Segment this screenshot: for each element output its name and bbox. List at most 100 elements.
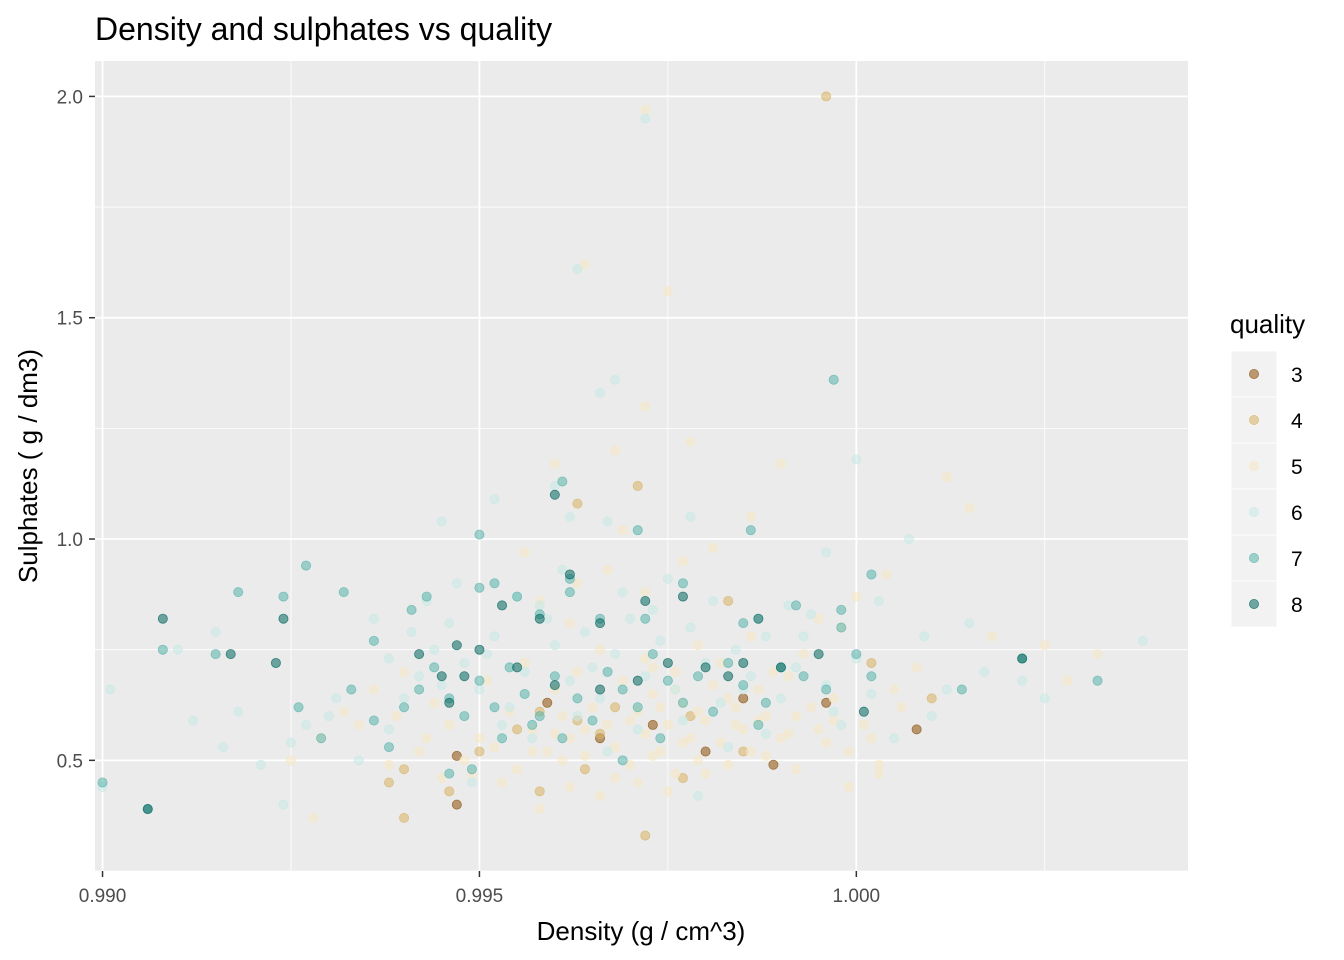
data-point-quality-5 xyxy=(851,591,862,602)
data-point-quality-5 xyxy=(549,728,560,739)
data-point-quality-5 xyxy=(579,259,590,270)
data-point-quality-5 xyxy=(534,804,545,815)
data-point-quality-8 xyxy=(595,618,606,629)
data-point-quality-8 xyxy=(549,680,560,691)
legend: quality 3 4 5 6 7 8 xyxy=(1230,309,1305,628)
data-point-quality-5 xyxy=(760,711,771,722)
data-point-quality-6 xyxy=(595,387,606,398)
data-point-quality-3 xyxy=(647,719,658,730)
data-point-quality-5 xyxy=(708,680,719,691)
data-point-quality-5 xyxy=(617,525,628,536)
data-point-quality-6 xyxy=(459,657,470,668)
data-point-quality-4 xyxy=(632,480,643,491)
data-point-quality-5 xyxy=(459,755,470,766)
data-point-quality-5 xyxy=(383,759,394,770)
data-point-quality-5 xyxy=(843,781,854,792)
legend-label: 4 xyxy=(1291,410,1303,433)
data-point-quality-7 xyxy=(474,529,485,540)
data-point-quality-5 xyxy=(610,445,621,456)
data-point-quality-5 xyxy=(655,746,666,757)
data-point-quality-6 xyxy=(640,113,651,124)
data-point-quality-7 xyxy=(617,755,628,766)
data-point-quality-5 xyxy=(783,728,794,739)
data-point-quality-7 xyxy=(210,649,221,660)
data-point-quality-5 xyxy=(821,737,832,748)
data-point-quality-8 xyxy=(632,675,643,686)
data-point-quality-4 xyxy=(512,724,523,735)
data-point-quality-4 xyxy=(866,657,877,668)
data-point-quality-6 xyxy=(828,706,839,717)
data-point-quality-6 xyxy=(926,711,937,722)
data-point-quality-8 xyxy=(858,706,869,717)
data-point-quality-3 xyxy=(738,693,749,704)
data-point-quality-8 xyxy=(595,684,606,695)
data-point-quality-7 xyxy=(798,671,809,682)
data-point-quality-5 xyxy=(806,702,817,713)
data-point-quality-8 xyxy=(225,649,236,660)
data-point-quality-6 xyxy=(730,644,741,655)
data-point-quality-8 xyxy=(534,613,545,624)
data-point-quality-6 xyxy=(549,640,560,651)
data-point-quality-5 xyxy=(843,746,854,757)
data-point-quality-4 xyxy=(383,777,394,788)
data-point-quality-4 xyxy=(685,711,696,722)
data-point-quality-7 xyxy=(278,591,289,602)
data-point-quality-5 xyxy=(436,773,447,784)
x-axis-ticks: 0.990 0.995 1.000 xyxy=(79,871,880,907)
data-point-quality-8 xyxy=(414,649,425,660)
data-point-quality-5 xyxy=(1039,640,1050,651)
data-point-quality-6 xyxy=(670,684,681,695)
data-point-quality-4 xyxy=(444,786,455,797)
data-point-quality-6 xyxy=(534,600,545,611)
data-point-quality-6 xyxy=(587,662,598,673)
data-point-quality-5 xyxy=(941,472,952,483)
data-point-quality-5 xyxy=(685,733,696,744)
legend-key-point xyxy=(1249,414,1260,425)
data-point-quality-6 xyxy=(564,675,575,686)
data-point-quality-6 xyxy=(414,671,425,682)
data-point-quality-5 xyxy=(579,750,590,761)
data-point-quality-5 xyxy=(775,458,786,469)
data-point-quality-7 xyxy=(760,697,771,708)
data-point-quality-5 xyxy=(595,644,606,655)
data-point-quality-8 xyxy=(753,613,764,624)
data-point-quality-4 xyxy=(399,812,410,823)
data-point-quality-6 xyxy=(798,631,809,642)
data-point-quality-7 xyxy=(655,733,666,744)
data-point-quality-6 xyxy=(451,578,462,589)
data-point-quality-8 xyxy=(157,613,168,624)
y-tick-label: 2.0 xyxy=(57,87,83,108)
data-point-quality-6 xyxy=(255,759,266,770)
legend-key-point xyxy=(1249,599,1260,610)
x-tick-label: 0.995 xyxy=(456,886,504,907)
data-point-quality-6 xyxy=(399,693,410,704)
data-point-quality-7 xyxy=(677,578,688,589)
data-point-quality-7 xyxy=(399,702,410,713)
data-point-quality-3 xyxy=(451,799,462,810)
data-point-quality-6 xyxy=(105,684,116,695)
data-point-quality-7 xyxy=(738,680,749,691)
legend-label: 5 xyxy=(1291,456,1303,479)
data-point-quality-6 xyxy=(489,494,500,505)
data-point-quality-6 xyxy=(278,799,289,810)
data-point-quality-6 xyxy=(444,618,455,629)
data-point-quality-6 xyxy=(436,680,447,691)
data-point-quality-5 xyxy=(693,706,704,717)
data-point-quality-4 xyxy=(534,786,545,797)
x-tick-label: 0.990 xyxy=(79,886,127,907)
data-point-quality-8 xyxy=(142,804,153,815)
data-point-quality-6 xyxy=(640,671,651,682)
data-points xyxy=(97,91,1148,841)
data-point-quality-7 xyxy=(745,525,756,536)
data-point-quality-5 xyxy=(700,768,711,779)
data-point-quality-6 xyxy=(595,693,606,704)
data-point-quality-5 xyxy=(587,702,598,713)
data-point-quality-5 xyxy=(497,777,508,788)
data-point-quality-5 xyxy=(647,688,658,699)
data-point-quality-6 xyxy=(693,790,704,801)
data-point-quality-8 xyxy=(723,671,734,682)
data-point-quality-7 xyxy=(557,733,568,744)
data-point-quality-6 xyxy=(368,613,379,624)
data-point-quality-5 xyxy=(391,711,402,722)
data-point-quality-5 xyxy=(647,662,658,673)
